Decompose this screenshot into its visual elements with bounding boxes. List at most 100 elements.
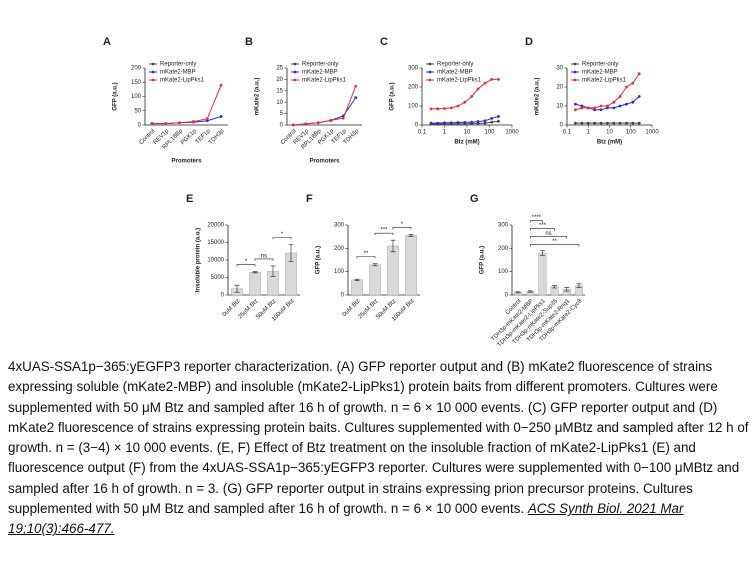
error-bar (252, 271, 258, 274)
data-point (456, 121, 460, 124)
significance-bracket (529, 244, 580, 247)
error-bar (576, 283, 582, 288)
data-point (580, 121, 584, 125)
data-point (574, 102, 577, 106)
significance-bracket (529, 220, 543, 223)
data-point (436, 121, 440, 125)
legend-marker (151, 62, 155, 66)
y-tick-label: 0 (138, 123, 142, 129)
y-tick-label: 200 (408, 85, 419, 91)
y-tick-label: 150 (131, 80, 142, 86)
y-tick-label: 50 (134, 108, 141, 114)
x-axis-title: Promoters (171, 159, 202, 165)
y-tick-label: 0 (280, 123, 284, 129)
y-axis-title: GFP (a.u.) (316, 246, 322, 274)
significance-label: * (245, 259, 248, 265)
x-tick-label: 1000 (645, 130, 659, 136)
y-tick-label: 10 (556, 104, 563, 110)
legend-label: Reporter-only (302, 62, 338, 68)
data-point (618, 95, 622, 98)
legend-label: mKate2-MBP (437, 70, 473, 76)
data-point (341, 116, 345, 120)
y-tick-label: 0 (341, 293, 345, 299)
significance-bracket (374, 232, 394, 236)
data-point (612, 121, 616, 125)
y-tick-label: 200 (334, 246, 345, 252)
data-point (354, 84, 358, 88)
y-tick-label: 100 (131, 94, 142, 100)
error-bar (527, 290, 533, 293)
significance-label: *** (380, 228, 388, 234)
data-point (637, 72, 641, 76)
significance-bracket (529, 228, 555, 231)
legend-label: mKate2-MBP (582, 70, 618, 76)
panel-label: A (103, 36, 111, 48)
data-point (476, 120, 480, 123)
y-axis-title: GFP (a.u.) (113, 82, 119, 110)
legend-marker (151, 70, 155, 74)
legend-marker (573, 70, 577, 74)
error-bar (564, 287, 570, 292)
error-bar (354, 278, 360, 281)
data-point (574, 121, 577, 125)
data-point (316, 121, 320, 125)
data-point (618, 104, 622, 108)
data-point (429, 107, 433, 111)
data-point (631, 100, 635, 104)
y-tick-label: 0 (415, 123, 419, 129)
data-point (580, 106, 584, 110)
x-axis-title: Promoters (309, 159, 340, 165)
significance-label: **** (532, 215, 542, 221)
error-bar (288, 243, 294, 263)
x-axis-title: Btz (mM) (454, 140, 479, 146)
data-point (164, 122, 168, 125)
data-point (443, 107, 446, 110)
x-tick-label: 0.1 (563, 130, 572, 136)
data-point (637, 121, 641, 125)
y-tick-label: 300 (408, 66, 419, 72)
data-point (304, 122, 308, 126)
y-tick-label: 15000 (207, 240, 224, 246)
y-tick-label: 5 (280, 111, 284, 117)
data-point (625, 102, 628, 106)
y-tick-label: 300 (498, 223, 509, 229)
data-point (483, 121, 487, 125)
y-tick-label: 0 (505, 293, 509, 299)
data-point (436, 107, 440, 111)
bar (538, 252, 547, 296)
error-bar (390, 239, 396, 253)
legend-marker (573, 78, 577, 82)
data-point (219, 115, 223, 118)
series-line (431, 78, 499, 110)
significance-bracket (254, 258, 274, 261)
data-point (354, 96, 358, 100)
y-tick-label: 25 (276, 66, 283, 72)
significance-label: *** (539, 223, 547, 229)
x-tick-label: 1 (443, 130, 447, 136)
bar (387, 245, 399, 296)
y-tick-label: 30 (556, 66, 563, 72)
y-tick-label: 0 (560, 123, 564, 129)
error-bar (515, 291, 521, 294)
legend-label: mKate2-LipPks1 (302, 78, 347, 84)
data-point (612, 106, 616, 110)
legend-label: mKate2-LipPks1 (160, 78, 205, 84)
legend-marker (151, 78, 155, 82)
error-bar (234, 284, 240, 293)
y-tick-label: 10000 (207, 258, 224, 264)
data-point (192, 120, 195, 123)
significance-label: * (401, 222, 404, 228)
data-point (463, 100, 467, 104)
citation[interactable]: ACS Synth Biol. 2021 Mar 19;10(3):466-47… (8, 501, 684, 537)
legend-label: Reporter-only (437, 62, 473, 68)
data-point (470, 95, 473, 98)
panel-label: F (306, 193, 313, 205)
x-tick-label: TDH3p (208, 128, 226, 146)
y-axis-title: Insoluble protein (a.u.) (196, 228, 202, 292)
data-point (205, 117, 209, 121)
significance-label: ns (261, 254, 267, 260)
significance-bracket (236, 264, 256, 267)
legend-label: mKate2-LipPks1 (582, 78, 627, 84)
significance-bracket (392, 227, 412, 230)
